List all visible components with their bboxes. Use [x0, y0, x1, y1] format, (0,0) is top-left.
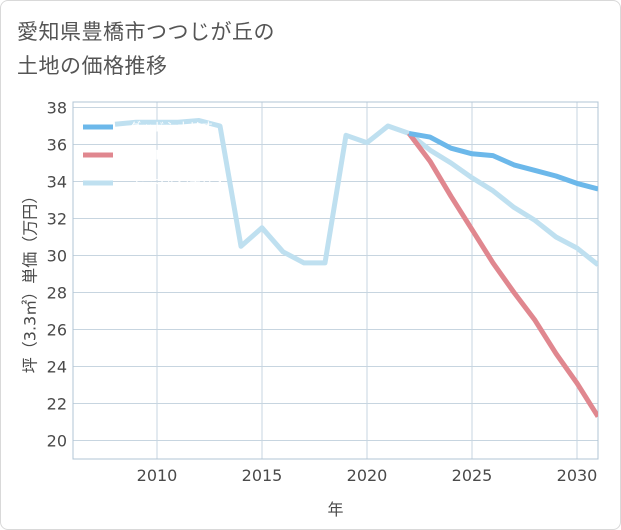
- y-tick-label: 22: [47, 395, 67, 414]
- x-axis-ticks: 2010 2015 2020 2025 2030: [137, 466, 598, 485]
- x-tick-label: 2015: [242, 466, 283, 485]
- chart-title-line2: 土地の価格推移: [17, 54, 168, 78]
- series-line-good: [408, 130, 598, 192]
- legend-label-normal: ノーマルシナリオ: [129, 176, 225, 190]
- grid-lines: [73, 102, 598, 459]
- y-tick-label: 38: [47, 99, 67, 118]
- y-tick-label: 28: [47, 284, 67, 303]
- series-line-normal: [114, 118, 598, 267]
- y-tick-label: 34: [47, 173, 67, 192]
- legend-label-good: グッドシナリオ: [129, 120, 213, 134]
- chart-title-line1: 愛知県豊橋市つつじが丘の: [17, 20, 275, 44]
- chart-title: 愛知県豊橋市つつじが丘の 土地の価格推移: [17, 15, 437, 83]
- y-tick-label: 32: [47, 210, 67, 229]
- y-tick-label: 24: [47, 358, 67, 377]
- series-lines: [114, 118, 598, 418]
- series-line-bad: [407, 131, 598, 418]
- y-tick-label: 20: [47, 432, 67, 451]
- y-tick-label: 36: [47, 136, 67, 155]
- y-axis-label: 坪（3.3㎡）単価（万円）: [21, 188, 40, 373]
- plot-area: [72, 101, 599, 460]
- x-tick-label: 2025: [452, 466, 493, 485]
- legend-label-bad: バッドシナリオ: [129, 148, 213, 162]
- x-tick-label: 2020: [347, 466, 388, 485]
- y-tick-label: 30: [47, 247, 67, 266]
- x-tick-label: 2030: [557, 466, 598, 485]
- y-axis-ticks: 20 22 24 26 28 30 32 34 36 38: [47, 99, 67, 451]
- y-tick-label: 26: [47, 321, 67, 340]
- x-axis-label: 年: [327, 500, 343, 519]
- x-tick-label: 2010: [137, 466, 178, 485]
